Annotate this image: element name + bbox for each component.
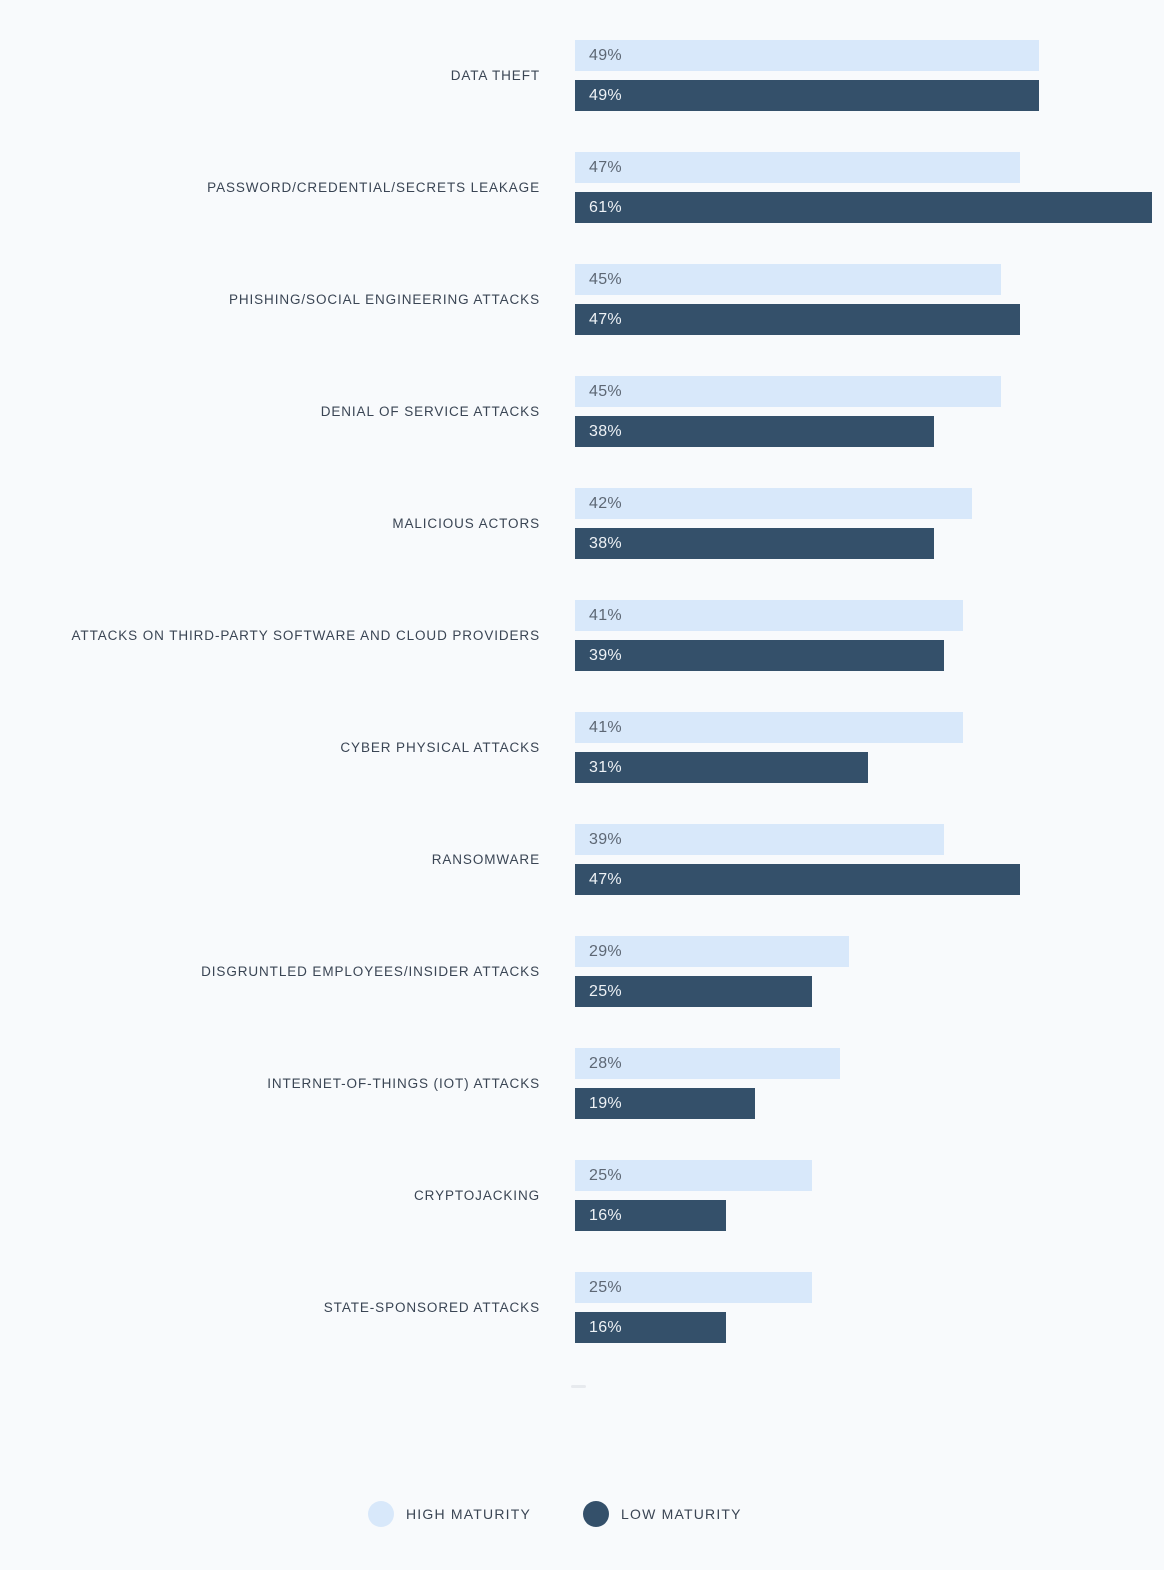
bar-value-label: 38% xyxy=(589,422,622,440)
low-maturity-bar: 61% xyxy=(575,192,1152,223)
bar-pair: 39% 47% xyxy=(575,824,1020,895)
bar-value-label: 45% xyxy=(589,270,622,288)
high-maturity-bar: 49% xyxy=(575,40,1039,71)
bar-pair: 45% 47% xyxy=(575,264,1020,335)
low-maturity-bar: 47% xyxy=(575,304,1020,335)
bar-value-label: 38% xyxy=(589,534,622,552)
legend-label: HIGH MATURITY xyxy=(406,1506,532,1522)
bar-value-label: 16% xyxy=(589,1206,622,1224)
category-label: STATE-SPONSORED ATTACKS xyxy=(323,1299,540,1315)
bar-value-label: 29% xyxy=(589,942,622,960)
category-label: CYBER PHYSICAL ATTACKS xyxy=(340,739,540,755)
chart-row: MALICIOUS ACTORS 42% 38% xyxy=(0,488,1164,559)
bar-value-label: 39% xyxy=(589,830,622,848)
low-maturity-swatch-icon xyxy=(583,1501,610,1527)
legend-item-high-maturity: HIGH MATURITY xyxy=(368,1501,531,1527)
low-maturity-bar: 16% xyxy=(575,1312,726,1343)
bar-pair: 49% 49% xyxy=(575,40,1039,111)
category-label: ATTACKS ON THIRD-PARTY SOFTWARE AND CLOU… xyxy=(71,627,540,643)
high-maturity-bar: 25% xyxy=(575,1160,812,1191)
bar-value-label: 25% xyxy=(589,1278,622,1296)
high-maturity-bar: 28% xyxy=(575,1048,840,1079)
low-maturity-bar: 19% xyxy=(575,1088,755,1119)
chart-row: PHISHING/SOCIAL ENGINEERING ATTACKS 45% 47… xyxy=(0,264,1164,335)
bar-pair: 41% 31% xyxy=(575,712,963,783)
bar-pair: 28% 19% xyxy=(575,1048,840,1119)
high-maturity-bar: 45% xyxy=(575,376,1001,407)
chart-row: DISGRUNTLED EMPLOYEES/INSIDER ATTACKS 29%… xyxy=(0,936,1164,1007)
high-maturity-bar: 29% xyxy=(575,936,849,967)
bar-pair: 25% 16% xyxy=(575,1160,812,1231)
low-maturity-bar: 47% xyxy=(575,864,1020,895)
bar-pair: 47% 61% xyxy=(575,152,1152,223)
low-maturity-bar: 16% xyxy=(575,1200,726,1231)
category-label: MALICIOUS ACTORS xyxy=(392,515,540,531)
category-label: RANSOMWARE xyxy=(431,851,540,867)
high-maturity-bar: 25% xyxy=(575,1272,812,1303)
bar-value-label: 31% xyxy=(589,758,622,776)
bar-value-label: 41% xyxy=(589,606,622,624)
chart-row: PASSWORD/CREDENTIAL/SECRETS LEAKAGE 47% 61… xyxy=(0,152,1164,223)
bar-value-label: 47% xyxy=(589,310,622,328)
high-maturity-bar: 41% xyxy=(575,712,963,743)
bar-pair: 45% 38% xyxy=(575,376,1001,447)
bar-value-label: 41% xyxy=(589,718,622,736)
bar-value-label: 47% xyxy=(589,158,622,176)
chart-row: CYBER PHYSICAL ATTACKS 41% 31% xyxy=(0,712,1164,783)
chart-rows: DATA THEFT 49% 49% PASSWORD/CREDENTIAL/SECR… xyxy=(0,40,1164,1343)
bar-value-label: 45% xyxy=(589,382,622,400)
category-label: CRYPTOJACKING xyxy=(414,1187,540,1203)
legend: HIGH MATURITY LOW MATURITY xyxy=(368,1501,742,1527)
bar-value-label: 16% xyxy=(589,1318,622,1336)
category-label: PASSWORD/CREDENTIAL/SECRETS LEAKAGE xyxy=(207,179,540,195)
chart-row: CRYPTOJACKING 25% 16% xyxy=(0,1160,1164,1231)
bar-value-label: 49% xyxy=(589,46,622,64)
chart-row: DATA THEFT 49% 49% xyxy=(0,40,1164,111)
legend-label: LOW MATURITY xyxy=(621,1506,742,1522)
axis-tick-mark xyxy=(571,1385,586,1388)
legend-item-low-maturity: LOW MATURITY xyxy=(583,1501,742,1527)
low-maturity-bar: 39% xyxy=(575,640,944,671)
low-maturity-bar: 31% xyxy=(575,752,868,783)
bar-value-label: 39% xyxy=(589,646,622,664)
high-maturity-bar: 41% xyxy=(575,600,963,631)
low-maturity-bar: 25% xyxy=(575,976,812,1007)
category-label: DISGRUNTLED EMPLOYEES/INSIDER ATTACKS xyxy=(201,963,540,979)
bar-value-label: 19% xyxy=(589,1094,622,1112)
bar-value-label: 49% xyxy=(589,86,622,104)
high-maturity-swatch-icon xyxy=(368,1501,394,1527)
chart-row: DENIAL OF SERVICE ATTACKS 45% 38% xyxy=(0,376,1164,447)
high-maturity-bar: 42% xyxy=(575,488,972,519)
chart-row: RANSOMWARE 39% 47% xyxy=(0,824,1164,895)
low-maturity-bar: 38% xyxy=(575,416,934,447)
category-label: DENIAL OF SERVICE ATTACKS xyxy=(320,403,540,419)
bar-value-label: 42% xyxy=(589,494,622,512)
chart-row: INTERNET-OF-THINGS (IOT) ATTACKS 28% 19% xyxy=(0,1048,1164,1119)
category-label: INTERNET-OF-THINGS (IOT) ATTACKS xyxy=(267,1075,540,1091)
chart-row: STATE-SPONSORED ATTACKS 25% 16% xyxy=(0,1272,1164,1343)
low-maturity-bar: 38% xyxy=(575,528,934,559)
bar-pair: 25% 16% xyxy=(575,1272,812,1343)
high-maturity-bar: 39% xyxy=(575,824,944,855)
bar-value-label: 61% xyxy=(589,198,622,216)
bar-value-label: 25% xyxy=(589,1166,622,1184)
bar-value-label: 47% xyxy=(589,870,622,888)
high-maturity-bar: 47% xyxy=(575,152,1020,183)
category-label: PHISHING/SOCIAL ENGINEERING ATTACKS xyxy=(228,291,540,307)
bar-value-label: 28% xyxy=(589,1054,622,1072)
category-label: DATA THEFT xyxy=(450,67,540,83)
chart-row: ATTACKS ON THIRD-PARTY SOFTWARE AND CLOU… xyxy=(0,600,1164,671)
bar-pair: 29% 25% xyxy=(575,936,849,1007)
bar-pair: 41% 39% xyxy=(575,600,963,671)
bar-value-label: 25% xyxy=(589,982,622,1000)
high-maturity-bar: 45% xyxy=(575,264,1001,295)
bar-pair: 42% 38% xyxy=(575,488,972,559)
low-maturity-bar: 49% xyxy=(575,80,1039,111)
